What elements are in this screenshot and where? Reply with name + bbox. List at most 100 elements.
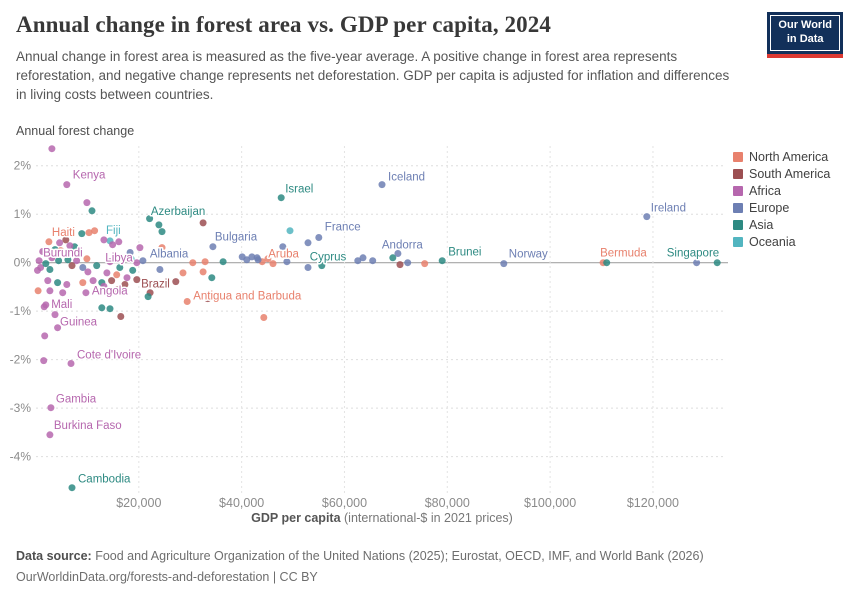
data-point[interactable]	[204, 295, 212, 303]
data-point[interactable]	[46, 287, 54, 295]
data-point[interactable]	[89, 277, 97, 285]
data-point[interactable]	[62, 236, 70, 244]
data-point[interactable]	[39, 248, 47, 255]
data-point[interactable]	[404, 259, 412, 267]
legend-item-asia[interactable]: Asia	[733, 216, 830, 233]
data-point[interactable]	[40, 357, 48, 365]
data-point[interactable]	[127, 255, 135, 263]
data-point[interactable]	[136, 244, 144, 252]
data-point[interactable]	[34, 266, 41, 274]
data-point[interactable]	[46, 266, 54, 273]
data-point[interactable]	[243, 256, 251, 264]
data-point[interactable]	[54, 324, 62, 332]
data-point[interactable]	[155, 221, 163, 229]
data-point[interactable]	[98, 304, 106, 312]
data-point[interactable]	[199, 219, 207, 227]
data-point[interactable]	[117, 313, 125, 320]
data-point[interactable]	[144, 293, 152, 301]
data-point[interactable]	[67, 360, 75, 367]
data-point[interactable]	[693, 259, 701, 267]
data-point[interactable]	[45, 238, 53, 246]
data-point[interactable]	[91, 227, 99, 235]
legend-item-oceania[interactable]: Oceania	[733, 233, 830, 250]
data-point[interactable]	[315, 234, 323, 241]
data-point[interactable]	[100, 236, 108, 244]
data-point[interactable]	[156, 266, 164, 273]
data-point[interactable]	[79, 264, 87, 271]
data-point[interactable]	[68, 262, 76, 270]
data-point[interactable]	[199, 268, 207, 276]
data-point[interactable]	[189, 259, 197, 267]
data-point[interactable]	[51, 246, 59, 254]
data-point[interactable]	[46, 431, 54, 439]
data-point[interactable]	[113, 286, 121, 294]
data-point[interactable]	[277, 194, 285, 202]
data-point[interactable]	[394, 250, 402, 257]
data-point[interactable]	[113, 271, 121, 279]
legend-item-africa[interactable]: Africa	[733, 182, 830, 199]
data-point[interactable]	[115, 238, 123, 246]
data-point[interactable]	[179, 269, 187, 277]
data-point[interactable]	[603, 259, 611, 267]
data-point[interactable]	[359, 254, 367, 262]
data-point[interactable]	[48, 254, 56, 262]
data-point[interactable]	[121, 281, 129, 288]
data-point[interactable]	[158, 228, 166, 236]
data-point[interactable]	[57, 247, 65, 255]
data-point[interactable]	[68, 484, 76, 492]
data-point[interactable]	[146, 215, 154, 223]
data-point[interactable]	[64, 256, 72, 264]
data-point[interactable]	[63, 181, 71, 189]
data-point[interactable]	[378, 181, 386, 189]
data-point[interactable]	[54, 279, 62, 287]
data-point[interactable]	[42, 301, 50, 309]
data-point[interactable]	[35, 257, 43, 265]
data-point[interactable]	[73, 257, 81, 265]
data-point[interactable]	[219, 258, 227, 266]
data-point[interactable]	[304, 264, 312, 271]
data-point[interactable]	[279, 243, 287, 251]
data-point[interactable]	[129, 266, 137, 274]
data-point[interactable]	[106, 258, 114, 266]
data-point[interactable]	[354, 257, 362, 265]
data-point[interactable]	[88, 207, 96, 215]
data-point[interactable]	[500, 260, 508, 268]
data-point[interactable]	[133, 276, 141, 284]
data-point[interactable]	[55, 257, 63, 265]
data-point[interactable]	[42, 260, 50, 268]
data-point[interactable]	[51, 311, 59, 319]
legend-item-south-america[interactable]: South America	[733, 165, 830, 182]
data-point[interactable]	[93, 262, 101, 270]
data-point[interactable]	[264, 255, 272, 263]
data-point[interactable]	[109, 241, 117, 249]
data-point[interactable]	[208, 274, 216, 282]
data-point[interactable]	[172, 278, 180, 286]
data-point[interactable]	[100, 282, 108, 290]
data-point[interactable]	[48, 145, 56, 153]
data-point[interactable]	[83, 199, 91, 207]
data-point[interactable]	[41, 332, 49, 340]
data-point[interactable]	[126, 249, 134, 256]
data-point[interactable]	[66, 242, 74, 250]
owid-logo[interactable]: Our World in Data	[767, 12, 843, 58]
legend-item-north-america[interactable]: North America	[733, 148, 830, 165]
data-point[interactable]	[286, 227, 294, 235]
data-point[interactable]	[369, 257, 377, 265]
data-point[interactable]	[713, 259, 721, 267]
data-point[interactable]	[108, 277, 116, 285]
data-point[interactable]	[260, 314, 268, 321]
data-point[interactable]	[56, 239, 64, 247]
data-point[interactable]	[248, 253, 256, 261]
data-point[interactable]	[116, 264, 124, 271]
legend-item-europe[interactable]: Europe	[733, 199, 830, 216]
data-point[interactable]	[59, 289, 67, 297]
data-point[interactable]	[47, 404, 55, 412]
data-point[interactable]	[133, 259, 141, 267]
data-point[interactable]	[396, 261, 404, 269]
data-point[interactable]	[421, 260, 429, 268]
data-point[interactable]	[79, 279, 87, 287]
data-point[interactable]	[106, 305, 114, 313]
data-point[interactable]	[85, 229, 93, 237]
data-point[interactable]	[123, 274, 131, 282]
data-point[interactable]	[304, 239, 312, 247]
